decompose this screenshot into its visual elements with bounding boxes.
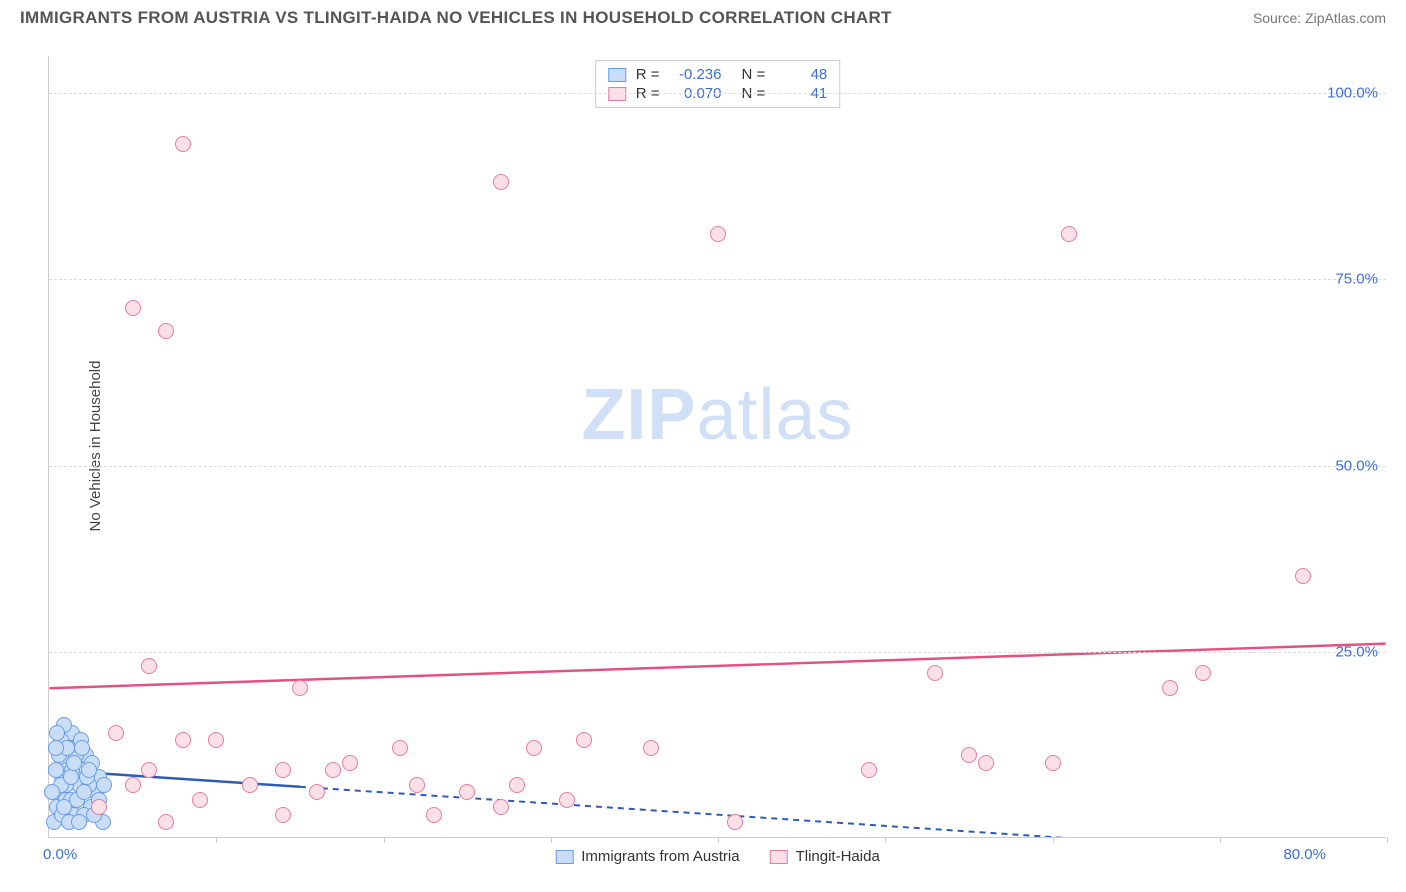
- point-tlingit: [175, 732, 191, 748]
- chart-area: ZIPatlas R =-0.236N =48R =0.070N =41 0.0…: [48, 56, 1386, 838]
- point-tlingit: [1295, 568, 1311, 584]
- point-tlingit: [459, 784, 475, 800]
- point-austria: [63, 769, 79, 785]
- legend-swatch: [555, 850, 573, 864]
- point-tlingit: [325, 762, 341, 778]
- point-tlingit: [409, 777, 425, 793]
- point-austria: [48, 762, 64, 778]
- point-tlingit: [961, 747, 977, 763]
- x-axis-max-label: 80.0%: [1283, 846, 1326, 863]
- stat-n-value: 48: [775, 66, 827, 83]
- source-attribution: Source: ZipAtlas.com: [1253, 10, 1386, 26]
- y-tick-label: 100.0%: [1327, 85, 1378, 102]
- point-tlingit: [175, 136, 191, 152]
- point-tlingit: [125, 777, 141, 793]
- point-tlingit: [526, 740, 542, 756]
- x-tick: [216, 837, 217, 843]
- point-austria: [48, 740, 64, 756]
- gridline-h: [49, 466, 1386, 467]
- x-tick: [384, 837, 385, 843]
- y-tick-label: 25.0%: [1335, 643, 1378, 660]
- point-austria: [44, 784, 60, 800]
- point-tlingit: [1045, 755, 1061, 771]
- stat-r-value: -0.236: [670, 66, 722, 83]
- point-tlingit: [158, 323, 174, 339]
- point-tlingit: [509, 777, 525, 793]
- gridline-h: [49, 652, 1386, 653]
- legend-item: Immigrants from Austria: [555, 848, 739, 865]
- point-tlingit: [727, 814, 743, 830]
- point-tlingit: [242, 777, 258, 793]
- x-tick: [885, 837, 886, 843]
- legend-label: Immigrants from Austria: [581, 848, 739, 865]
- point-tlingit: [493, 174, 509, 190]
- x-tick: [1053, 837, 1054, 843]
- point-tlingit: [392, 740, 408, 756]
- point-tlingit: [275, 807, 291, 823]
- x-tick: [718, 837, 719, 843]
- legend-swatch: [608, 68, 626, 82]
- point-tlingit: [108, 725, 124, 741]
- legend-label: Tlingit-Haida: [796, 848, 880, 865]
- point-austria: [96, 777, 112, 793]
- point-tlingit: [125, 300, 141, 316]
- point-austria: [66, 755, 82, 771]
- point-tlingit: [208, 732, 224, 748]
- point-tlingit: [978, 755, 994, 771]
- stats-legend-box: R =-0.236N =48R =0.070N =41: [595, 60, 841, 108]
- point-tlingit: [309, 784, 325, 800]
- legend-item: Tlingit-Haida: [770, 848, 880, 865]
- bottom-legend: Immigrants from Austria Tlingit-Haida: [555, 848, 880, 865]
- x-axis-min-label: 0.0%: [43, 846, 77, 863]
- x-tick: [551, 837, 552, 843]
- stat-r-label: R =: [636, 66, 660, 83]
- y-tick-label: 50.0%: [1335, 457, 1378, 474]
- x-tick: [1220, 837, 1221, 843]
- point-tlingit: [576, 732, 592, 748]
- point-austria: [74, 740, 90, 756]
- point-tlingit: [141, 762, 157, 778]
- gridline-h: [49, 93, 1386, 94]
- point-tlingit: [861, 762, 877, 778]
- point-tlingit: [643, 740, 659, 756]
- point-tlingit: [158, 814, 174, 830]
- point-tlingit: [342, 755, 358, 771]
- point-tlingit: [493, 799, 509, 815]
- stat-n-label: N =: [742, 66, 766, 83]
- y-tick-label: 75.0%: [1335, 271, 1378, 288]
- point-tlingit: [1162, 680, 1178, 696]
- point-tlingit: [91, 799, 107, 815]
- point-tlingit: [927, 665, 943, 681]
- point-austria: [71, 814, 87, 830]
- point-tlingit: [275, 762, 291, 778]
- point-tlingit: [141, 658, 157, 674]
- point-tlingit: [559, 792, 575, 808]
- point-tlingit: [426, 807, 442, 823]
- x-tick: [1387, 837, 1388, 843]
- point-austria: [56, 799, 72, 815]
- point-tlingit: [192, 792, 208, 808]
- point-tlingit: [292, 680, 308, 696]
- gridline-h: [49, 279, 1386, 280]
- point-austria: [49, 725, 65, 741]
- legend-swatch: [770, 850, 788, 864]
- point-austria: [76, 784, 92, 800]
- point-tlingit: [710, 226, 726, 242]
- point-austria: [81, 762, 97, 778]
- point-tlingit: [1061, 226, 1077, 242]
- page-title: IMMIGRANTS FROM AUSTRIA VS TLINGIT-HAIDA…: [20, 8, 892, 28]
- point-tlingit: [1195, 665, 1211, 681]
- stats-row: R = -0.236 N = 48: [608, 65, 828, 84]
- watermark: ZIPatlas: [581, 374, 853, 456]
